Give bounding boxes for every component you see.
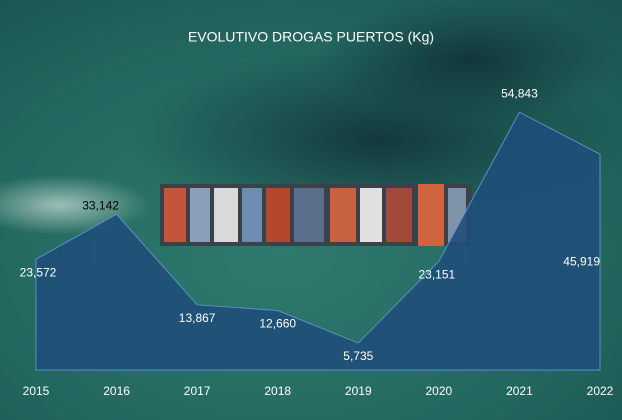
value-label: 23,151 xyxy=(419,267,456,281)
x-tick-label: 2019 xyxy=(345,384,372,398)
x-tick-label: 2015 xyxy=(23,384,50,398)
x-tick-label: 2022 xyxy=(587,384,614,398)
x-tick-label: 2016 xyxy=(103,384,130,398)
value-label: 12,660 xyxy=(259,317,296,331)
value-label: 23,572 xyxy=(20,265,57,279)
value-label: 45,919 xyxy=(563,254,600,268)
chart-title: EVOLUTIVO DROGAS PUERTOS (Kg) xyxy=(188,29,434,45)
value-label: 5,735 xyxy=(343,349,373,363)
value-label: 13,867 xyxy=(179,311,216,325)
x-tick-label: 2021 xyxy=(506,384,533,398)
area xyxy=(35,111,601,371)
x-tick-label: 2020 xyxy=(426,384,453,398)
value-label: 54,843 xyxy=(501,86,538,100)
value-label: 33,142 xyxy=(82,198,119,212)
x-tick-label: 2017 xyxy=(184,384,211,398)
x-tick-label: 2018 xyxy=(264,384,291,398)
